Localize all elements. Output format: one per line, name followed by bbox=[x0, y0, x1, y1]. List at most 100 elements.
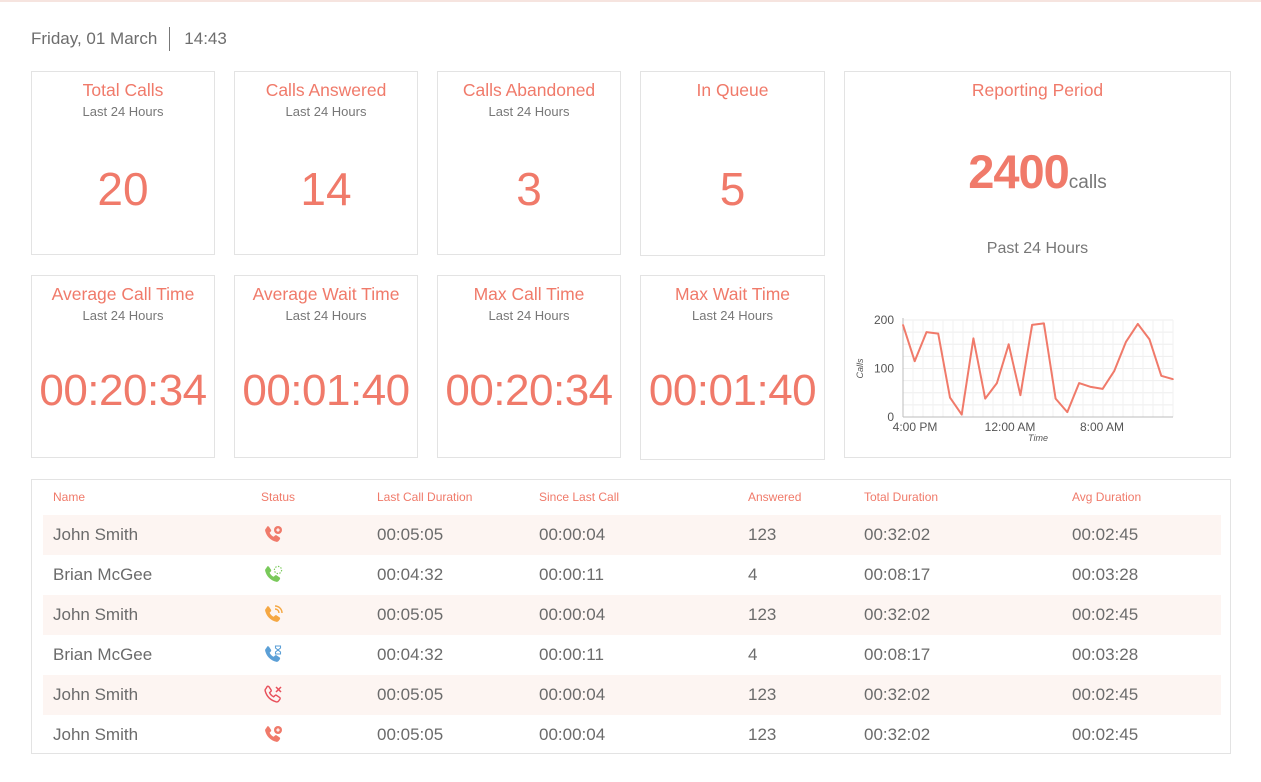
last-call-duration: 00:05:05 bbox=[377, 525, 444, 544]
last-call-duration: 00:04:32 bbox=[377, 565, 444, 584]
since-last-call: 00:00:04 bbox=[539, 725, 606, 744]
chart-data-point bbox=[960, 413, 963, 416]
last-call-duration: 00:05:05 bbox=[377, 725, 444, 744]
chart-data-point bbox=[984, 397, 986, 400]
avg-duration: 00:03:28 bbox=[1072, 645, 1139, 664]
total-calls-card: Total Calls Last 24 Hours 20 bbox=[31, 71, 215, 255]
chart-y-tick-label: 200 bbox=[874, 313, 894, 327]
column-header-name: Name bbox=[53, 490, 86, 504]
total-duration: 00:32:02 bbox=[864, 605, 931, 624]
card-value: 3 bbox=[516, 163, 542, 215]
chart-data-point bbox=[1160, 374, 1163, 377]
table-row[interactable]: Brian McGee 00:04:32 00:00:11 4 00:08:17 00:0… bbox=[43, 635, 1221, 675]
chart-x-tick-label: 8:00 AM bbox=[1080, 420, 1124, 434]
card-title: In Queue bbox=[696, 80, 769, 100]
chart-y-tick-label: 0 bbox=[887, 410, 894, 424]
column-header-total-duration: Total Duration bbox=[864, 490, 939, 504]
card-value: 00:20:34 bbox=[445, 366, 613, 415]
card-title: Calls Answered bbox=[265, 80, 387, 100]
answered-count: 123 bbox=[748, 725, 777, 744]
card-subtitle: Last 24 Hours bbox=[82, 104, 164, 119]
chart-data-point bbox=[1125, 341, 1127, 343]
total-duration: 00:32:02 bbox=[864, 725, 931, 744]
top-divider bbox=[0, 0, 1261, 2]
card-subtitle: Last 24 Hours bbox=[692, 308, 773, 323]
last-call-duration: 00:05:05 bbox=[377, 685, 444, 704]
chart-data-point bbox=[925, 331, 928, 333]
date-time-header: Friday, 01 March 14:43 bbox=[31, 26, 227, 52]
card-title: Average Wait Time bbox=[252, 284, 400, 304]
chart-data-point bbox=[1043, 322, 1045, 325]
avg-duration: 00:02:45 bbox=[1072, 725, 1139, 744]
phone-wave-icon bbox=[265, 605, 283, 622]
chart-data-point bbox=[1066, 411, 1069, 413]
card-subtitle: Last 24 Hours bbox=[488, 308, 570, 323]
column-header-status: Status bbox=[261, 490, 296, 504]
average-call-time-card: Average Call Time Last 24 Hours 00:20:34 bbox=[31, 275, 215, 458]
agent-name: Brian McGee bbox=[53, 645, 153, 664]
chart-data-point bbox=[1113, 370, 1116, 372]
card-value: 14 bbox=[300, 163, 352, 215]
table-row[interactable]: Brian McGee 00:04:32 00:00:11 4 00:08:17 00:0… bbox=[43, 555, 1221, 595]
card-value: 00:20:34 bbox=[39, 366, 207, 415]
since-last-call: 00:00:11 bbox=[539, 565, 604, 584]
card-value: 00:01:40 bbox=[648, 366, 817, 415]
chart-data-point bbox=[1054, 397, 1057, 400]
column-header-avg-duration: Avg Duration bbox=[1072, 490, 1142, 504]
report-total: 2400calls bbox=[845, 144, 1230, 199]
max-call-time-card: Max Call Time Last 24 Hours 00:20:34 bbox=[437, 275, 621, 458]
answered-count: 123 bbox=[748, 605, 777, 624]
since-last-call: 00:00:11 bbox=[539, 645, 604, 664]
chart-x-tick-label: 12:00 AM bbox=[985, 420, 1036, 434]
chart-data-point bbox=[1136, 323, 1139, 325]
table-row[interactable]: John Smith 00:05:05 00:00:04 123 00:32:02 00:… bbox=[43, 515, 1221, 555]
agent-table: Name Status Last Call Duration Since Las… bbox=[31, 479, 1231, 754]
header-separator bbox=[169, 27, 171, 51]
chart-data-point bbox=[996, 382, 998, 384]
average-wait-time-card: Average Wait Time Last 24 Hours 00:01:40 bbox=[234, 275, 418, 458]
total-duration: 00:32:02 bbox=[864, 685, 931, 704]
card-title: Max Wait Time bbox=[674, 284, 791, 304]
card-subtitle: Last 24 Hours bbox=[285, 308, 367, 323]
chart-data-point bbox=[937, 332, 940, 335]
since-last-call: 00:00:04 bbox=[539, 685, 606, 704]
since-last-call: 00:00:04 bbox=[539, 605, 606, 624]
column-header-last-call-duration: Last Call Duration bbox=[377, 490, 473, 504]
card-title: Total Calls bbox=[82, 80, 164, 100]
table-row[interactable]: John Smith 00:05:05 00:00:04 123 00:32:02 00:… bbox=[43, 675, 1221, 715]
card-subtitle: Last 24 Hours bbox=[82, 308, 164, 323]
total-duration: 00:08:17 bbox=[864, 565, 931, 584]
report-value: 2400 bbox=[968, 145, 1070, 198]
card-title: Reporting Period bbox=[971, 80, 1104, 100]
phone-on-call-icon bbox=[265, 526, 282, 542]
chart-x-tick-label: 4:00 PM bbox=[893, 420, 938, 434]
last-call-duration: 00:05:05 bbox=[377, 605, 444, 624]
column-header-since-last-call: Since Last Call bbox=[539, 490, 620, 504]
max-wait-time-card: Max Wait Time Last 24 Hours 00:01:40 bbox=[640, 275, 825, 460]
chart-data-point bbox=[1019, 394, 1022, 396]
card-subtitle: Last 24 Hours bbox=[488, 104, 570, 119]
avg-duration: 00:02:45 bbox=[1072, 685, 1139, 704]
chart-data-point bbox=[1148, 338, 1151, 341]
agent-name: John Smith bbox=[53, 725, 139, 744]
agent-name: John Smith bbox=[53, 685, 139, 704]
in-queue-card: In Queue 5 bbox=[640, 71, 825, 256]
table-row[interactable]: John Smith 00:05:05 00:00:04 123 00:32:02 00:… bbox=[43, 595, 1221, 635]
chart-data-point bbox=[1078, 382, 1080, 384]
current-time: 14:43 bbox=[184, 29, 227, 48]
answered-count: 4 bbox=[748, 565, 758, 584]
table-header: Name Status Last Call Duration Since Las… bbox=[32, 490, 1230, 506]
chart-y-tick-label: 100 bbox=[874, 362, 894, 376]
last-call-duration: 00:04:32 bbox=[377, 645, 444, 664]
table-row[interactable]: John Smith 00:05:05 00:00:04 123 00:32:02 00:… bbox=[43, 715, 1221, 755]
agent-name: John Smith bbox=[53, 605, 139, 624]
agent-name: Brian McGee bbox=[53, 565, 153, 584]
report-unit: calls bbox=[1068, 172, 1107, 193]
card-title: Calls Abandoned bbox=[462, 80, 596, 100]
phone-ringing-icon bbox=[265, 565, 283, 582]
card-value: 5 bbox=[719, 163, 746, 215]
chart-data-point bbox=[1172, 378, 1174, 380]
chart-series-line bbox=[902, 322, 1174, 416]
since-last-call: 00:00:04 bbox=[539, 525, 606, 544]
card-value: 20 bbox=[97, 163, 149, 215]
